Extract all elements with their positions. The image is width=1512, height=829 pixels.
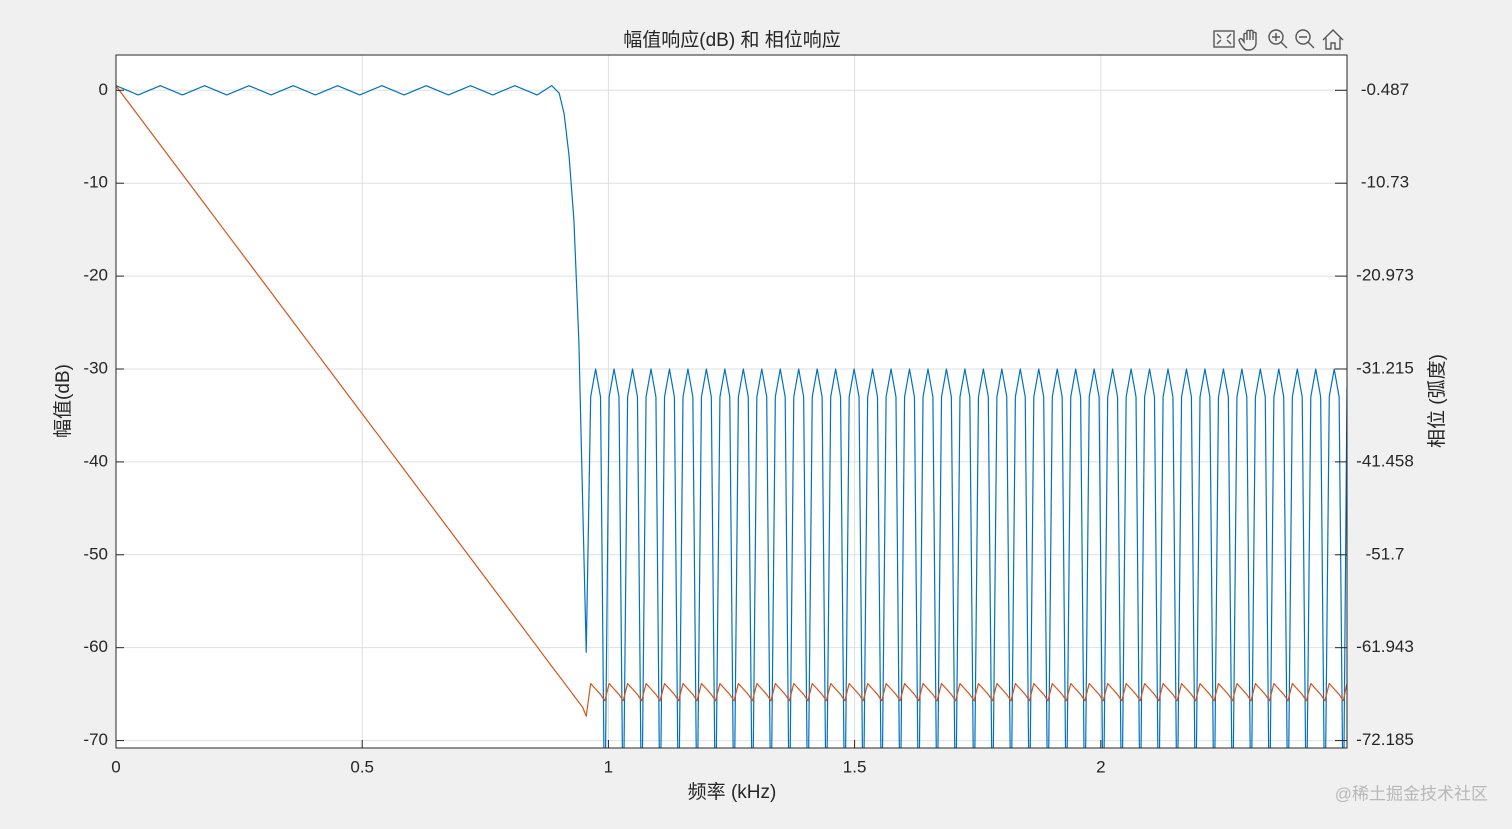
plot-area [116,55,1347,748]
ticks: 0 0.5 1 1.5 2 0 -10 -20 -30 -40 -50 -60 -70 -0.487 -10… [83,80,1413,777]
y-tick-label: 0 [99,80,108,99]
zoom-out-button[interactable] [1295,29,1315,49]
y2-tick-label: -41.458 [1356,451,1414,470]
y-tick-label: -30 [83,358,108,377]
axes-box [115,54,1348,749]
x-tick-label: 1.5 [843,757,867,776]
data-layer [116,85,1347,748]
y-tick-label: -10 [83,173,108,192]
x-tick-label: 2 [1096,757,1105,776]
y2-axis-label: 相位 (弧度) [1426,354,1448,448]
y2-tick-label: -51.7 [1366,544,1405,563]
restore-view-button[interactable] [1213,30,1235,48]
x-tick-label: 0 [111,757,120,776]
y-tick-label: -70 [83,730,108,749]
chart-title: 幅值响应(dB) 和 相位响应 [623,29,840,51]
y-tick-label: -60 [83,637,108,656]
zoom-in-button[interactable] [1268,29,1288,49]
y-tick-label: -40 [83,451,108,470]
y2-tick-label: -31.215 [1356,358,1414,377]
y-tick-label: -20 [83,266,108,285]
y2-tick-label: -61.943 [1356,637,1414,656]
series-line [116,85,1347,748]
y2-tick-label: -72.185 [1356,730,1414,749]
pan-button[interactable] [1238,29,1257,51]
home-button[interactable] [1322,29,1344,50]
series-line [116,85,1347,717]
y-tick-label: -50 [83,544,108,563]
y2-tick-label: -20.973 [1356,266,1414,285]
y2-tick-label: -0.487 [1361,80,1409,99]
toolbar[interactable] [1213,29,1344,51]
x-tick-label: 0.5 [350,757,374,776]
y-axis-label: 幅值(dB) [52,364,74,438]
watermark: @稀土掘金技术社区 [1335,784,1488,803]
y2-tick-label: -10.73 [1361,173,1409,192]
grid [115,55,1347,748]
x-tick-label: 1 [604,757,613,776]
x-axis-label: 频率 (kHz) [688,781,777,803]
